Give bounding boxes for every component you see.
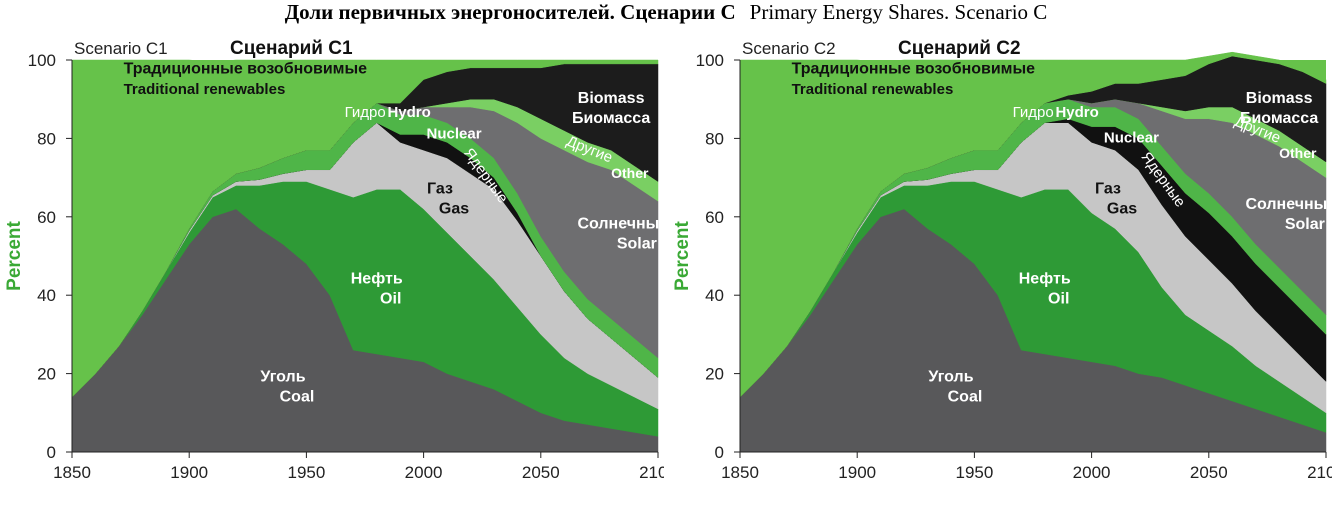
page-title: Доли первичных энергоносителей. Сценарии…	[0, 0, 1332, 26]
y-tick-label: 80	[705, 129, 724, 148]
x-tick-label: 1850	[53, 463, 91, 482]
x-tick-label: 2100	[639, 463, 664, 482]
y-tick-label: 60	[705, 208, 724, 227]
page-title-en: Primary Energy Shares. Scenario C	[749, 0, 1048, 24]
x-tick-label: 2050	[522, 463, 560, 482]
scenario-label: Scenario C2	[742, 39, 836, 58]
area-traditional-renewables	[71, 59, 659, 398]
chart-title: Сценарий С1	[230, 38, 353, 59]
y-tick-label: 100	[696, 51, 724, 70]
series-label-biomass: Biomass Биомасса	[1240, 90, 1318, 127]
series-label-ru: Уголь	[260, 368, 305, 385]
scenario-label: Scenario C1	[74, 39, 168, 58]
series-label-ru: Нефть	[1019, 270, 1071, 287]
series-label-hydro: Гидро Hydro	[345, 104, 431, 121]
series-label-ru: Солнечные	[577, 216, 664, 233]
series-label-en: Coal	[948, 388, 983, 405]
y-tick-label: 0	[715, 443, 724, 462]
series-label-en: Biomass	[578, 90, 645, 107]
series-label-en: Oil	[1048, 290, 1069, 307]
x-tick-label: 2000	[405, 463, 443, 482]
y-tick-label: 20	[705, 365, 724, 384]
y-tick-label: 80	[37, 129, 56, 148]
x-tick-label: 2100	[1307, 463, 1332, 482]
y-axis-label: Percent	[4, 220, 25, 290]
series-label-en: Oil	[380, 290, 401, 307]
series-label-solar: Солнечные Solar	[577, 216, 664, 253]
series-label-coal: Уголь Coal	[260, 368, 314, 405]
y-axis-label: Percent	[672, 220, 693, 290]
x-tick-label: 2000	[1073, 463, 1111, 482]
series-label-en: Traditional renewables	[124, 81, 286, 98]
y-tick-label: 40	[37, 286, 56, 305]
series-label-biomass: Biomass Биомасса	[572, 90, 650, 127]
series-label-en: Gas	[1107, 200, 1137, 217]
series-label-ru: Традиционные возобновимые	[124, 61, 368, 78]
area-traditional-renewables	[739, 51, 1327, 398]
series-label-en: Hydro	[387, 104, 430, 121]
series-label-en: Coal	[280, 388, 315, 405]
page-title-ru: Доли первичных энергоносителей. Сценарии…	[284, 0, 736, 24]
series-label-en: Solar	[1285, 216, 1325, 233]
x-tick-label: 2050	[1190, 463, 1228, 482]
y-tick-label: 0	[47, 443, 56, 462]
y-tick-label: 20	[37, 365, 56, 384]
series-label-ru: Газ	[427, 180, 453, 197]
series-label-ru: Биомасса	[572, 110, 650, 127]
series-label-en: Gas	[439, 200, 469, 217]
series-label-hydro: Гидро Hydro	[1013, 104, 1099, 121]
series-label-en: Biomass	[1246, 90, 1313, 107]
series-label-traditional-renewables: Традиционные возобновимые Traditional ren…	[124, 61, 368, 98]
series-label-gas: Газ Gas	[1095, 180, 1137, 217]
y-tick-label: 60	[37, 208, 56, 227]
series-label-ru: Гидро	[345, 104, 386, 121]
series-label-en: Solar	[617, 236, 657, 253]
series-label-ru: Уголь	[928, 368, 973, 385]
series-label-gas: Газ Gas	[427, 180, 469, 217]
chart-title: Сценарий С2	[898, 38, 1021, 59]
series-label-ru: Гидро	[1013, 104, 1054, 121]
x-tick-label: 1950	[287, 463, 325, 482]
series-label-coal: Уголь Coal	[928, 368, 982, 405]
x-tick-label: 1900	[838, 463, 876, 482]
series-label-ru: Биомасса	[1240, 110, 1318, 127]
series-label-en: Nuclear	[427, 125, 482, 142]
series-label-en: Hydro	[1055, 104, 1098, 121]
x-tick-label: 1950	[955, 463, 993, 482]
series-label-ru: Нефть	[351, 270, 403, 287]
series-label-traditional-renewables: Традиционные возобновимые Traditional ren…	[792, 61, 1036, 98]
series-label-en: Nuclear	[1104, 129, 1159, 146]
series-label-en: Other	[611, 165, 649, 181]
x-tick-label: 1850	[721, 463, 759, 482]
series-label-ru: Газ	[1095, 180, 1121, 197]
series-label-en: Other	[1279, 145, 1317, 161]
series-label-en: Traditional renewables	[792, 81, 954, 98]
series-label-solar: Солнечные Solar	[1245, 196, 1332, 233]
chart-scenario-c2: 0 20 40 60 80 100 1850 1900 1950 2000 2050 2100 Perc…	[672, 38, 1332, 482]
x-tick-label: 1900	[170, 463, 208, 482]
series-label-oil: Нефть Oil	[1019, 270, 1071, 307]
y-tick-label: 40	[705, 286, 724, 305]
series-label-ru: Традиционные возобновимые	[792, 61, 1036, 78]
chart-scenario-c1: 0 20 40 60 80 100 1850 1900 1950 2000 2050 2100 Perc…	[4, 38, 664, 482]
series-label-ru: Солнечные	[1245, 196, 1332, 213]
y-tick-label: 100	[28, 51, 56, 70]
series-label-oil: Нефть Oil	[351, 270, 403, 307]
